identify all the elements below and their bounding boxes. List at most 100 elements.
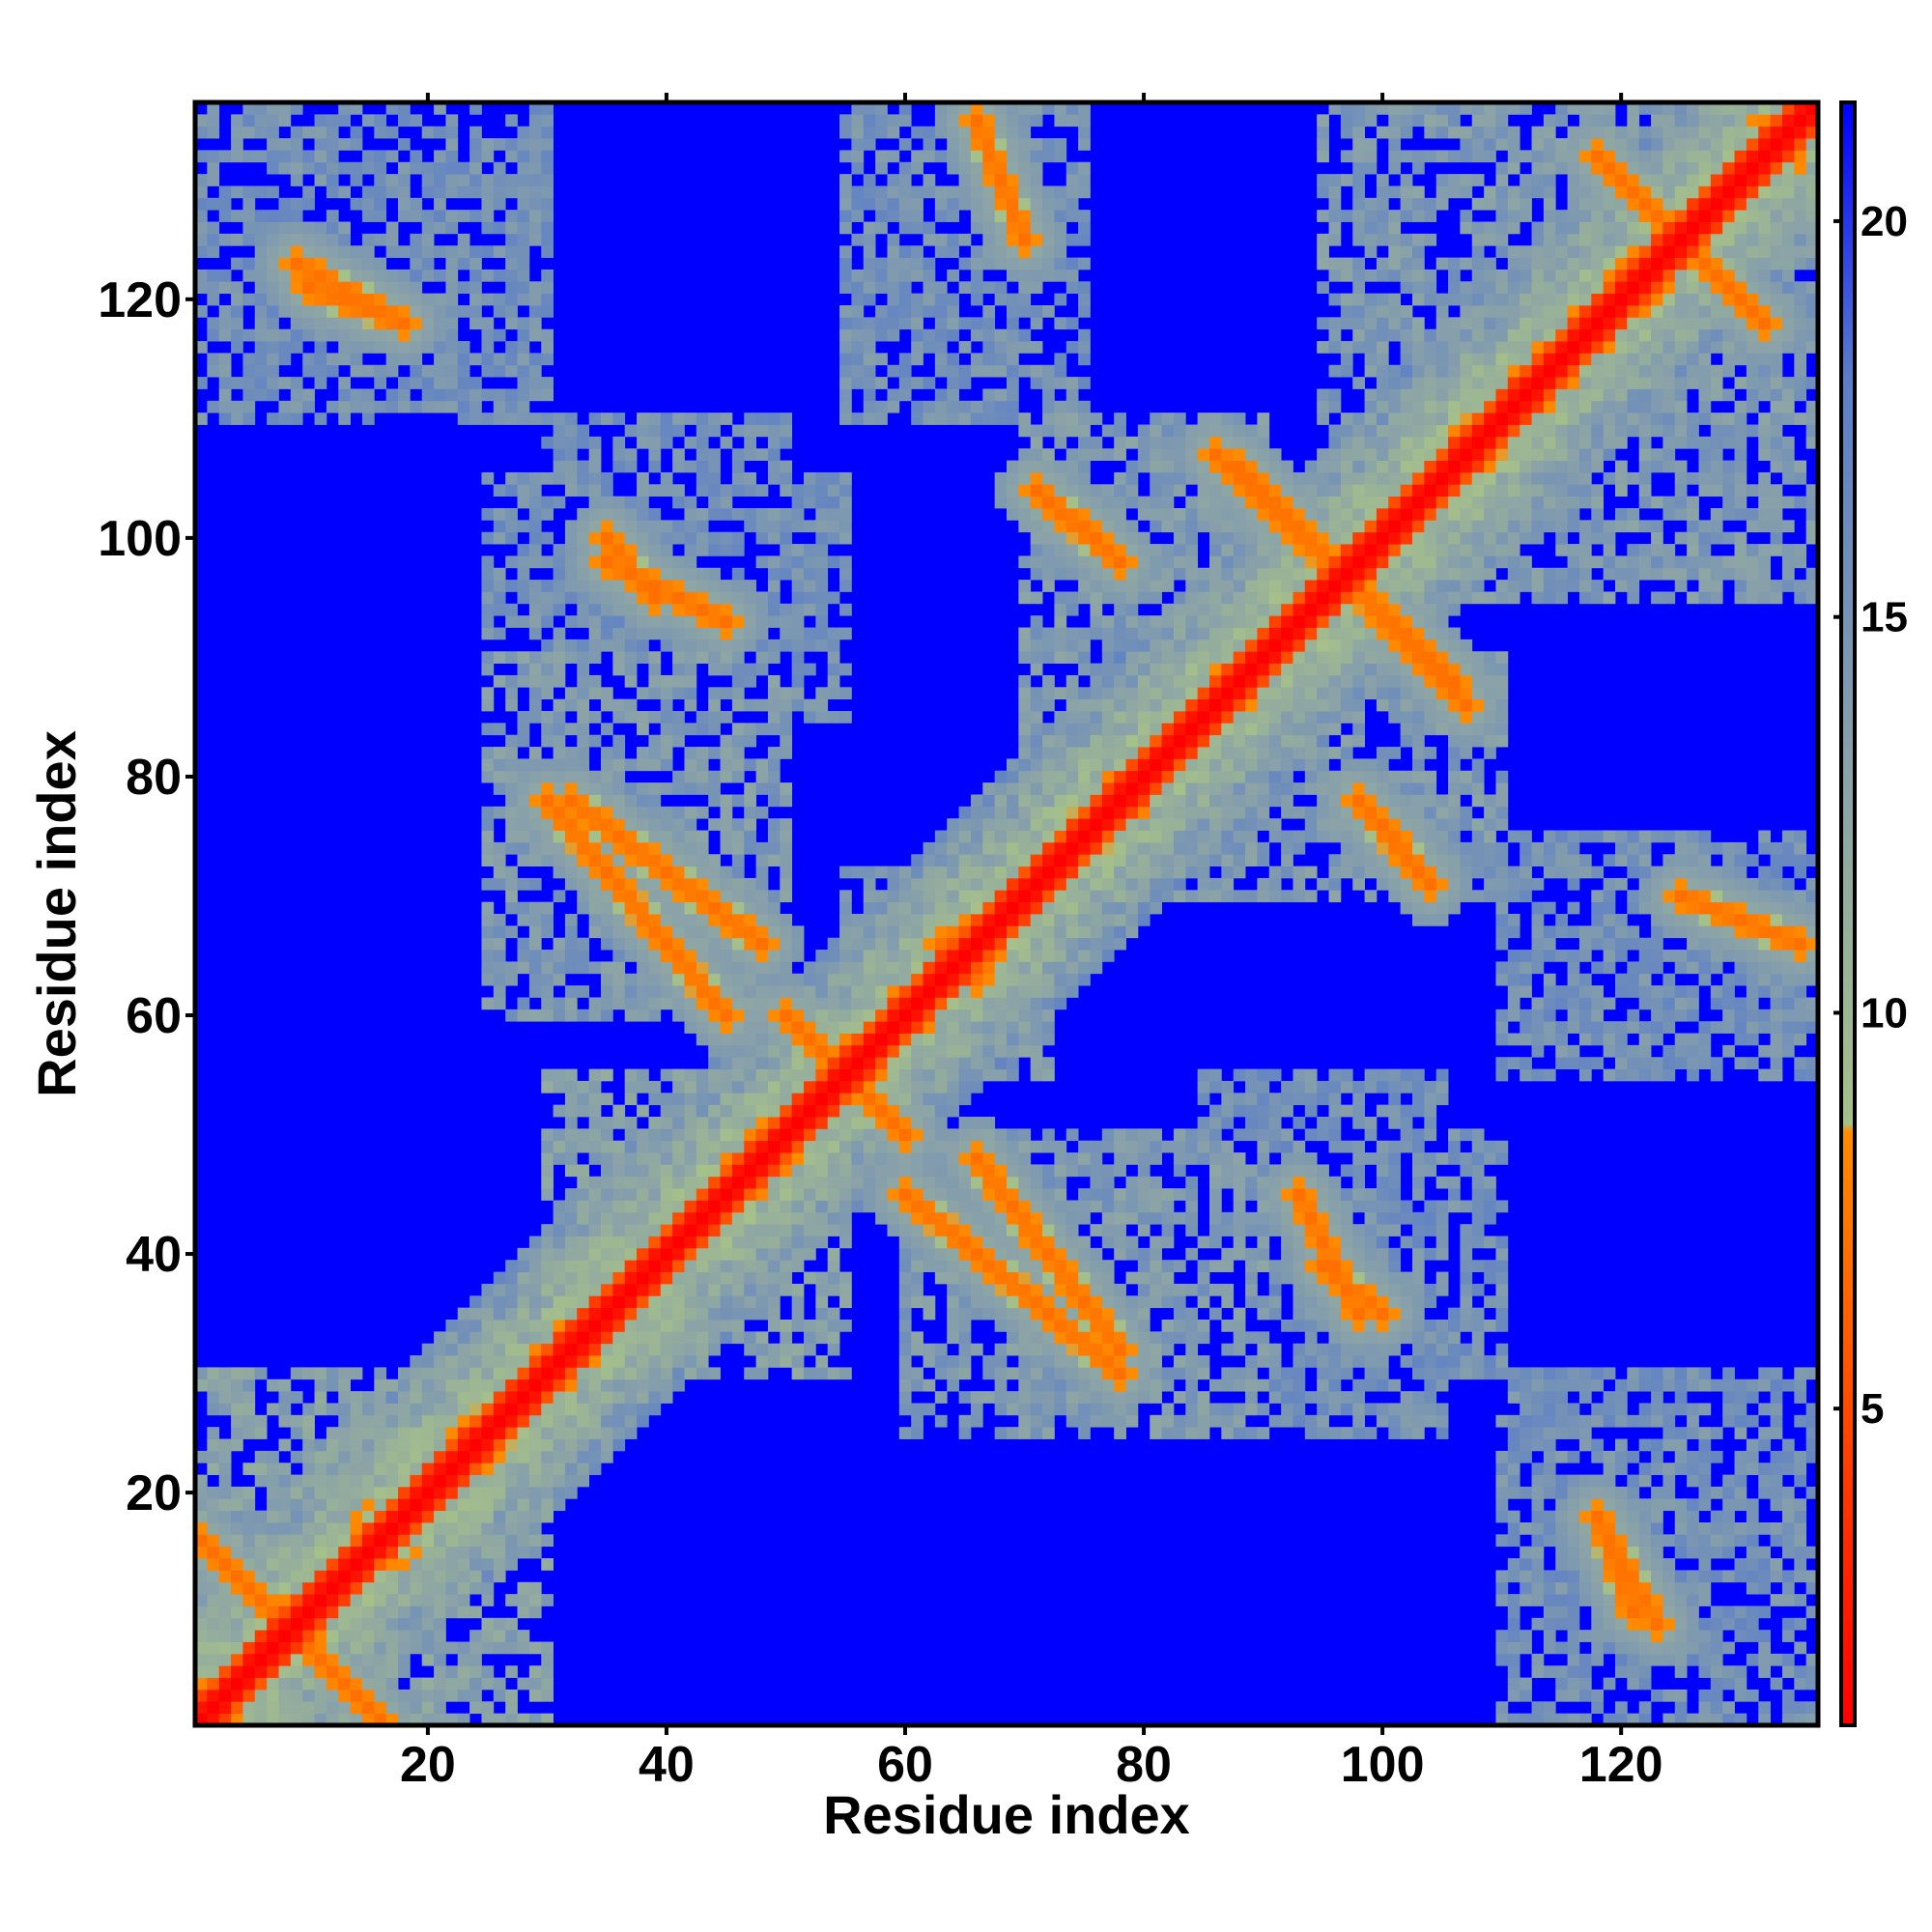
heatmap-cell: [982, 126, 996, 139]
heatmap-cell: [827, 674, 840, 688]
heatmap-cell: [970, 161, 983, 175]
heatmap-cell: [410, 1546, 423, 1559]
heatmap-cell: [445, 328, 459, 342]
heatmap-cell: [577, 734, 590, 748]
heatmap-cell: [780, 555, 793, 569]
heatmap-cell: [553, 723, 566, 736]
heatmap-cell: [505, 747, 518, 759]
heatmap-cell: [1090, 961, 1103, 975]
heatmap-cell: [804, 1176, 816, 1189]
heatmap-cell: [648, 1260, 662, 1272]
heatmap-cell: [564, 687, 578, 700]
heatmap-cell: [612, 1271, 626, 1285]
heatmap-cell: [612, 639, 626, 652]
heatmap-cell: [278, 1653, 292, 1666]
heatmap-cell: [780, 914, 793, 926]
heatmap-cell: [421, 305, 435, 318]
heatmap-cell: [755, 1224, 769, 1236]
heatmap-cell: [1007, 1343, 1019, 1356]
heatmap-cell: [254, 281, 268, 295]
heatmap-cell: [839, 412, 852, 425]
heatmap-cell: [934, 1093, 948, 1106]
heatmap-cell: [994, 1224, 1008, 1236]
heatmap-cell: [517, 997, 530, 1010]
heatmap-cell: [720, 1307, 733, 1321]
heatmap-cell: [350, 138, 363, 151]
heatmap-cell: [398, 1546, 411, 1559]
heatmap-cell: [648, 460, 662, 473]
heatmap-cell: [1065, 747, 1079, 759]
heatmap-cell: [1101, 711, 1115, 724]
heatmap-cell: [731, 460, 745, 473]
heatmap-cell: [767, 1068, 781, 1082]
heatmap-cell: [744, 615, 756, 628]
heatmap-cell: [338, 221, 351, 235]
heatmap-cell: [207, 1665, 220, 1678]
heatmap-cell: [851, 1117, 865, 1129]
heatmap-cell: [517, 1581, 530, 1595]
heatmap-cell: [385, 1641, 399, 1655]
heatmap-cell: [361, 1510, 375, 1523]
heatmap-cell: [947, 1068, 959, 1082]
heatmap-cell: [851, 866, 865, 879]
heatmap-cell: [1042, 901, 1055, 915]
heatmap-cell: [731, 531, 745, 545]
heatmap-cell: [875, 281, 888, 295]
heatmap-cell: [1078, 424, 1091, 438]
heatmap-cell: [218, 1498, 232, 1512]
heatmap-cell: [1101, 531, 1115, 545]
heatmap-cell: [744, 1164, 756, 1178]
heatmap-cell: [361, 1630, 375, 1642]
heatmap-cell: [804, 698, 816, 712]
heatmap-cell: [1054, 1247, 1067, 1261]
heatmap-cell: [1090, 496, 1103, 509]
heatmap-cell: [648, 925, 662, 939]
heatmap-cell: [612, 1331, 626, 1345]
heatmap-cell: [445, 1689, 459, 1702]
heatmap-cell: [410, 1641, 423, 1655]
heatmap-cell: [541, 1271, 554, 1285]
heatmap-cell: [898, 1176, 912, 1189]
heatmap-cell: [242, 412, 256, 425]
heatmap-cell: [767, 615, 781, 628]
heatmap-cell: [970, 1080, 983, 1094]
heatmap-cell: [528, 496, 542, 509]
heatmap-cell: [517, 400, 530, 413]
heatmap-cell: [863, 973, 876, 986]
heatmap-cell: [982, 1044, 996, 1058]
heatmap-cell: [839, 150, 852, 163]
heatmap-cell: [553, 854, 566, 867]
heatmap-cell: [195, 1605, 208, 1619]
heatmap-cell: [696, 1080, 709, 1094]
heatmap-cell: [481, 854, 495, 867]
heatmap-cell: [541, 1450, 554, 1463]
heatmap-cell: [302, 245, 315, 258]
heatmap-cell: [875, 269, 888, 282]
heatmap-cell: [541, 1140, 554, 1153]
heatmap-cell: [553, 890, 566, 903]
heatmap-cell: [744, 1152, 756, 1165]
heatmap-cell: [1007, 1188, 1019, 1201]
heatmap-cell: [947, 1378, 959, 1392]
heatmap-cell: [970, 114, 983, 128]
heatmap-cell: [994, 1068, 1008, 1082]
heatmap-cell: [755, 841, 769, 855]
heatmap-cell: [804, 639, 816, 652]
heatmap-cell: [434, 353, 446, 366]
heatmap-cell: [1007, 328, 1019, 342]
heatmap-cell: [1007, 293, 1019, 306]
heatmap-cell: [517, 1438, 530, 1452]
heatmap-cell: [577, 1236, 590, 1249]
heatmap-cell: [207, 353, 220, 366]
heatmap-cell: [648, 877, 662, 891]
heatmap-cell: [696, 520, 709, 533]
heatmap-cell: [612, 1307, 626, 1321]
heatmap-cell: [338, 1546, 351, 1559]
heatmap-cell: [541, 1068, 554, 1082]
heatmap-cell: [1018, 961, 1032, 975]
heatmap-cell: [612, 603, 626, 616]
heatmap-cell: [1007, 126, 1019, 139]
heatmap-cell: [1054, 1176, 1067, 1189]
heatmap-cell: [254, 269, 268, 282]
heatmap-cell: [421, 1367, 435, 1380]
